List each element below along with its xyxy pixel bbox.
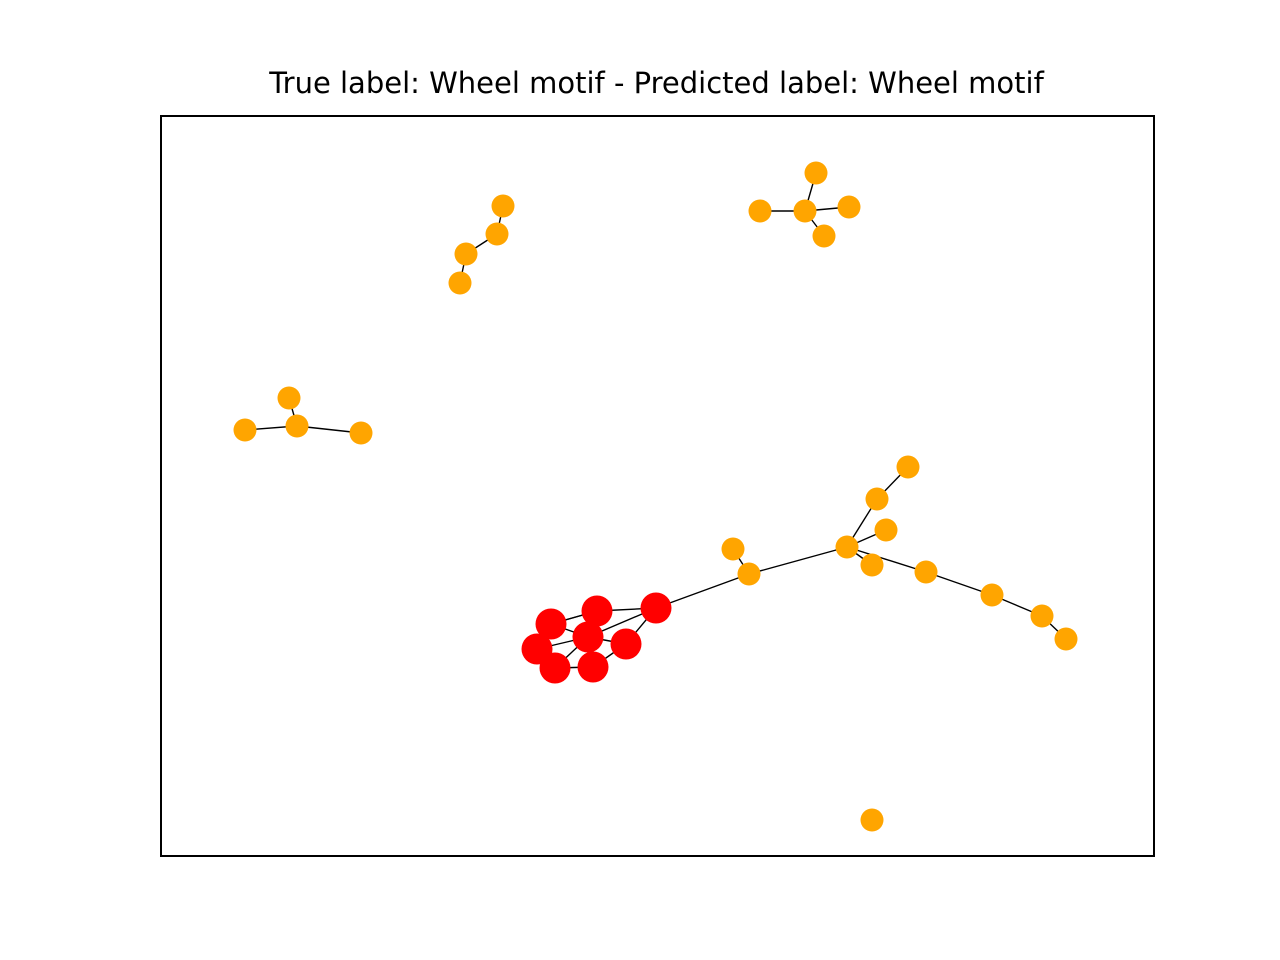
base-node <box>980 583 1004 607</box>
base-node <box>804 161 828 185</box>
base-node <box>233 418 257 442</box>
base-node <box>812 224 836 248</box>
base-node <box>865 487 889 511</box>
base-node <box>837 195 861 219</box>
base-node <box>485 222 509 246</box>
base-node <box>896 455 920 479</box>
base-node <box>721 537 745 561</box>
motif-node <box>572 621 604 653</box>
base-node <box>860 808 884 832</box>
base-node <box>1054 627 1078 651</box>
base-node <box>285 414 309 438</box>
base-node <box>448 271 472 295</box>
base-node <box>914 560 938 584</box>
base-node <box>349 421 373 445</box>
figure-title: True label: Wheel motif - Predicted labe… <box>269 66 1044 100</box>
base-node <box>748 199 772 223</box>
graph-edge <box>925 571 993 596</box>
motif-node <box>640 592 672 624</box>
base-node <box>491 194 515 218</box>
motif-node <box>577 651 609 683</box>
motif-node <box>610 628 642 660</box>
base-node <box>860 553 884 577</box>
motif-node <box>581 595 613 627</box>
plot-frame <box>160 115 1155 857</box>
motif-node <box>535 608 567 640</box>
base-node <box>874 518 898 542</box>
graph-edge <box>748 546 848 575</box>
base-node <box>277 386 301 410</box>
graph-edge <box>655 573 750 609</box>
base-node <box>737 562 761 586</box>
graph-edge <box>846 546 927 573</box>
motif-node <box>539 652 571 684</box>
base-node <box>454 242 478 266</box>
nodes-layer <box>233 161 1078 832</box>
base-node <box>835 535 859 559</box>
base-node <box>1030 604 1054 628</box>
base-node <box>793 199 817 223</box>
